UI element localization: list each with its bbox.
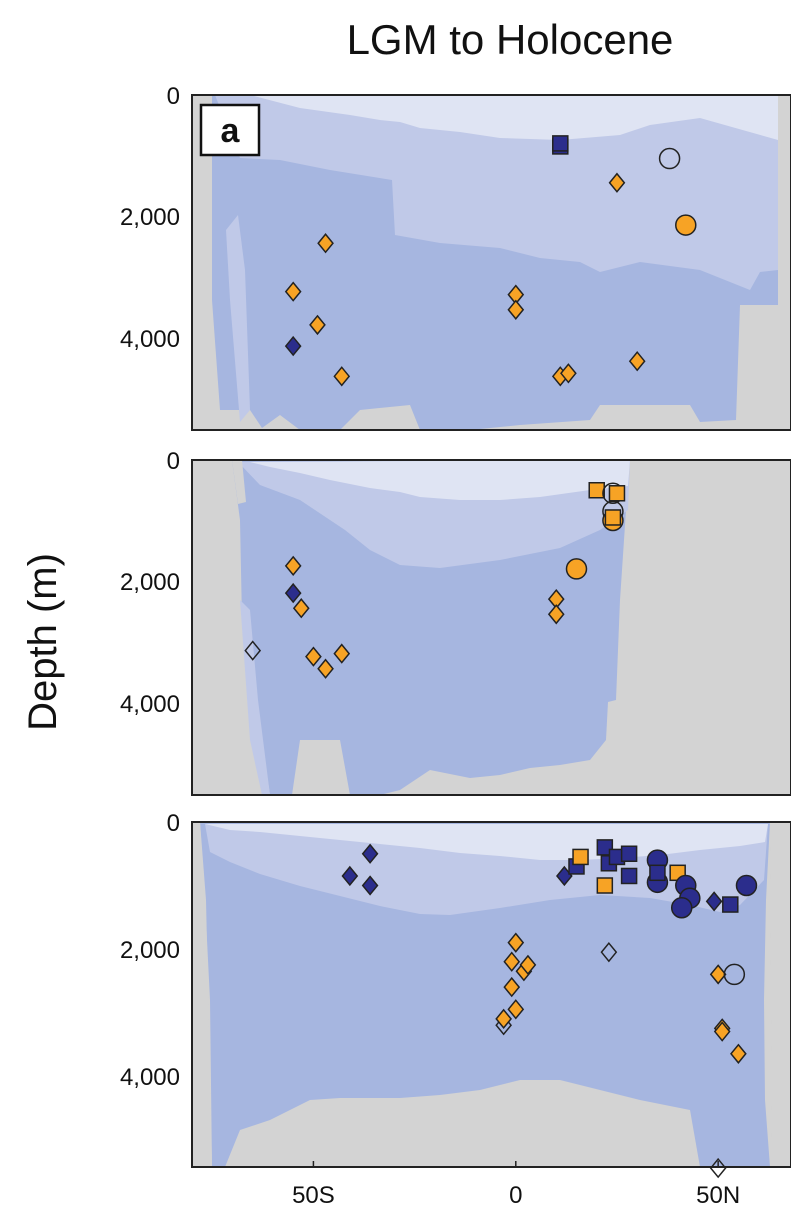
panel-2-point-21-circle (735, 874, 758, 897)
panel-1-point-4-square (604, 509, 622, 526)
panel-0-point-13-diamond (560, 363, 577, 384)
panel-a: a 0 2,000 4,000 (120, 83, 791, 431)
panel-2-point-24-circle (723, 963, 746, 986)
panel-c-ytick-0: 0 (167, 810, 180, 837)
panel-0-point-3-diamond (608, 172, 626, 193)
panel-1-point-7-diamond (284, 555, 302, 577)
panel-a-ytick-4000: 4,000 (120, 326, 180, 353)
panel-2-point-2-diamond (361, 875, 379, 896)
panel-1-point-10-diamond (244, 640, 262, 661)
panel-2-point-14-square (649, 864, 666, 882)
x-axis: 50S 0 50N (292, 1161, 740, 1209)
panel-2-point-10-square (620, 867, 638, 885)
panel-a-ytick-0: 0 (167, 83, 180, 110)
panel-2-point-26-diamond (713, 1021, 731, 1042)
panel-2-point-36-diamond (709, 1157, 727, 1179)
panel-c: 0 2,000 4,000 (120, 810, 791, 1179)
panel-a-frame (191, 94, 791, 431)
panel-1-point-8-diamond (284, 582, 302, 604)
panel-2-point-1-diamond (361, 843, 379, 864)
ocean-background (192, 95, 791, 430)
panel-2-point-27-diamond (730, 1043, 747, 1064)
ocean-background (192, 822, 791, 1167)
panel-c-marks (341, 839, 758, 1179)
panel-b-ytick-0: 0 (167, 448, 180, 475)
panel-2-point-6-square (596, 839, 614, 856)
panel-0-point-5-diamond (317, 233, 334, 254)
panel-0-point-4-circle (675, 214, 697, 236)
panel-0-point-8-diamond (284, 335, 302, 357)
x-tick-label-1: 0 (509, 1182, 522, 1209)
panel-c-frame (191, 821, 791, 1168)
x-tick-label-2: 50N (696, 1182, 740, 1209)
ocean-background (192, 460, 791, 795)
panel-2-point-18-circle (670, 896, 693, 919)
panel-a-marks (284, 135, 697, 387)
panel-1-point-13-diamond (333, 643, 351, 664)
panel-0-point-11-diamond (507, 299, 525, 320)
panel-2-point-22-diamond (600, 941, 618, 963)
panel-a-label: a (199, 103, 261, 157)
panel-1-point-0-square (588, 482, 605, 499)
panel-b-marks (244, 482, 626, 679)
panel-2-point-33-diamond (507, 999, 525, 1020)
panel-1-point-15-diamond (547, 604, 565, 625)
panel-2-point-29-diamond (503, 951, 521, 972)
chart-title: LGM to Holocene (347, 16, 674, 63)
panel-2-point-5-square (572, 848, 589, 866)
panel-2-point-9-square (620, 845, 638, 862)
panel-a-ytick-2000: 2,000 (120, 204, 180, 231)
panel-0-point-14-diamond (628, 351, 646, 372)
panel-a-label-text: a (221, 112, 241, 150)
panel-2-point-20-square (722, 896, 739, 913)
panel-1-point-11-diamond (305, 646, 322, 667)
panel-1-point-6-circle (565, 558, 588, 580)
panel-0-point-2-circle (658, 147, 681, 170)
panel-0-point-7-diamond (309, 314, 326, 336)
panel-2-point-23-diamond (709, 964, 727, 985)
panel-c-ytick-2000: 2,000 (120, 937, 180, 964)
panel-0-point-6-diamond (284, 281, 302, 302)
panel-0-point-1-square (552, 135, 569, 152)
panel-1-point-9-diamond (292, 598, 310, 619)
panel-2-point-11-square (596, 877, 614, 894)
panel-2-point-35-diamond (495, 1008, 512, 1030)
y-axis-label: Depth (m) (21, 553, 65, 731)
panel-b-ytick-2000: 2,000 (120, 569, 180, 596)
panel-1-point-5-square (608, 485, 626, 502)
panel-2-point-28-diamond (507, 932, 525, 953)
panel-0-point-9-diamond (333, 366, 351, 387)
panel-2-point-0-diamond (341, 865, 359, 887)
x-tick-label-0: 50S (292, 1182, 335, 1209)
panel-1-point-12-diamond (317, 658, 334, 679)
panel-b: 0 2,000 4,000 (120, 448, 791, 796)
panel-c-ytick-4000: 4,000 (120, 1064, 180, 1091)
panel-b-frame (191, 459, 791, 796)
panel-2-point-32-diamond (503, 976, 521, 998)
panel-b-ytick-4000: 4,000 (120, 691, 180, 718)
panel-2-point-19-diamond (705, 891, 723, 912)
panel-2-point-31-diamond (519, 954, 537, 976)
